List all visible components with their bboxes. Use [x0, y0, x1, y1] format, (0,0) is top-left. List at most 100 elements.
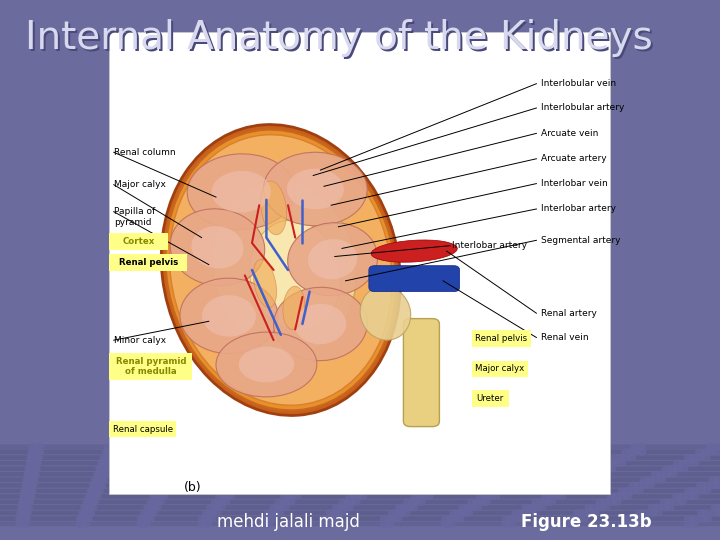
Circle shape [381, 521, 390, 528]
Circle shape [557, 493, 566, 500]
Circle shape [104, 449, 113, 455]
Circle shape [517, 515, 526, 522]
Circle shape [358, 493, 366, 500]
Circle shape [463, 460, 472, 467]
FancyBboxPatch shape [261, 444, 338, 455]
Circle shape [468, 499, 477, 505]
Text: mehdi jalali majd: mehdi jalali majd [217, 513, 359, 531]
Circle shape [716, 510, 720, 516]
Circle shape [544, 455, 553, 461]
Circle shape [110, 443, 119, 450]
Circle shape [106, 455, 114, 461]
Circle shape [29, 443, 37, 450]
FancyBboxPatch shape [32, 461, 106, 471]
Circle shape [393, 515, 402, 522]
Circle shape [330, 449, 339, 455]
FancyBboxPatch shape [143, 516, 206, 527]
Circle shape [709, 477, 718, 483]
Circle shape [706, 449, 715, 455]
Circle shape [242, 465, 251, 472]
FancyBboxPatch shape [239, 472, 311, 482]
Ellipse shape [287, 169, 344, 209]
Bar [109, 32, 610, 494]
Circle shape [419, 488, 428, 494]
Circle shape [85, 498, 94, 505]
Circle shape [330, 449, 339, 455]
Circle shape [104, 443, 113, 450]
Circle shape [590, 510, 599, 516]
Circle shape [485, 488, 494, 494]
Circle shape [464, 510, 472, 516]
Circle shape [471, 460, 480, 467]
Circle shape [503, 521, 511, 528]
Circle shape [547, 449, 556, 455]
Circle shape [30, 465, 39, 472]
Circle shape [159, 493, 168, 500]
Circle shape [142, 516, 150, 522]
Circle shape [697, 482, 706, 489]
Circle shape [252, 455, 261, 461]
FancyBboxPatch shape [86, 505, 152, 516]
Circle shape [518, 471, 526, 478]
Circle shape [338, 510, 346, 516]
Text: Papilla of
pyramid: Papilla of pyramid [114, 207, 155, 227]
Ellipse shape [372, 240, 457, 262]
FancyBboxPatch shape [208, 510, 272, 521]
FancyBboxPatch shape [109, 233, 168, 250]
Circle shape [487, 449, 495, 455]
FancyBboxPatch shape [433, 483, 503, 494]
Circle shape [238, 465, 246, 472]
FancyBboxPatch shape [402, 505, 467, 516]
Circle shape [539, 460, 547, 467]
Circle shape [481, 449, 490, 455]
Circle shape [26, 465, 35, 472]
Circle shape [97, 482, 106, 489]
FancyBboxPatch shape [703, 483, 720, 494]
Circle shape [138, 521, 146, 528]
Circle shape [166, 471, 175, 477]
FancyBboxPatch shape [0, 488, 29, 499]
Circle shape [364, 482, 373, 489]
Circle shape [159, 488, 168, 494]
Circle shape [572, 482, 580, 489]
Circle shape [690, 460, 699, 467]
Circle shape [27, 460, 36, 467]
Text: Interlobular vein: Interlobular vein [541, 79, 616, 88]
FancyBboxPatch shape [690, 488, 720, 499]
Circle shape [500, 488, 508, 494]
Circle shape [269, 510, 278, 516]
Circle shape [78, 515, 87, 522]
Ellipse shape [212, 171, 271, 213]
FancyBboxPatch shape [176, 461, 250, 471]
Circle shape [325, 516, 333, 522]
Circle shape [359, 482, 368, 489]
Circle shape [657, 476, 665, 483]
FancyBboxPatch shape [27, 488, 95, 499]
Circle shape [234, 477, 243, 483]
FancyBboxPatch shape [332, 510, 396, 521]
Circle shape [147, 504, 156, 511]
Circle shape [85, 494, 94, 500]
Circle shape [326, 510, 335, 516]
FancyBboxPatch shape [212, 505, 278, 516]
FancyBboxPatch shape [474, 500, 540, 510]
Circle shape [685, 516, 693, 522]
Circle shape [544, 460, 553, 467]
Circle shape [442, 476, 451, 483]
Circle shape [503, 482, 512, 489]
Ellipse shape [161, 125, 400, 415]
FancyBboxPatch shape [0, 516, 24, 527]
Circle shape [104, 460, 112, 467]
Circle shape [203, 521, 212, 528]
Circle shape [162, 482, 171, 489]
Circle shape [579, 515, 588, 522]
Circle shape [712, 443, 720, 450]
Circle shape [221, 494, 230, 500]
Circle shape [384, 471, 393, 477]
FancyBboxPatch shape [365, 483, 435, 494]
Circle shape [601, 499, 610, 505]
Circle shape [411, 449, 420, 455]
FancyBboxPatch shape [325, 516, 389, 527]
Circle shape [539, 455, 547, 461]
Circle shape [641, 515, 649, 522]
